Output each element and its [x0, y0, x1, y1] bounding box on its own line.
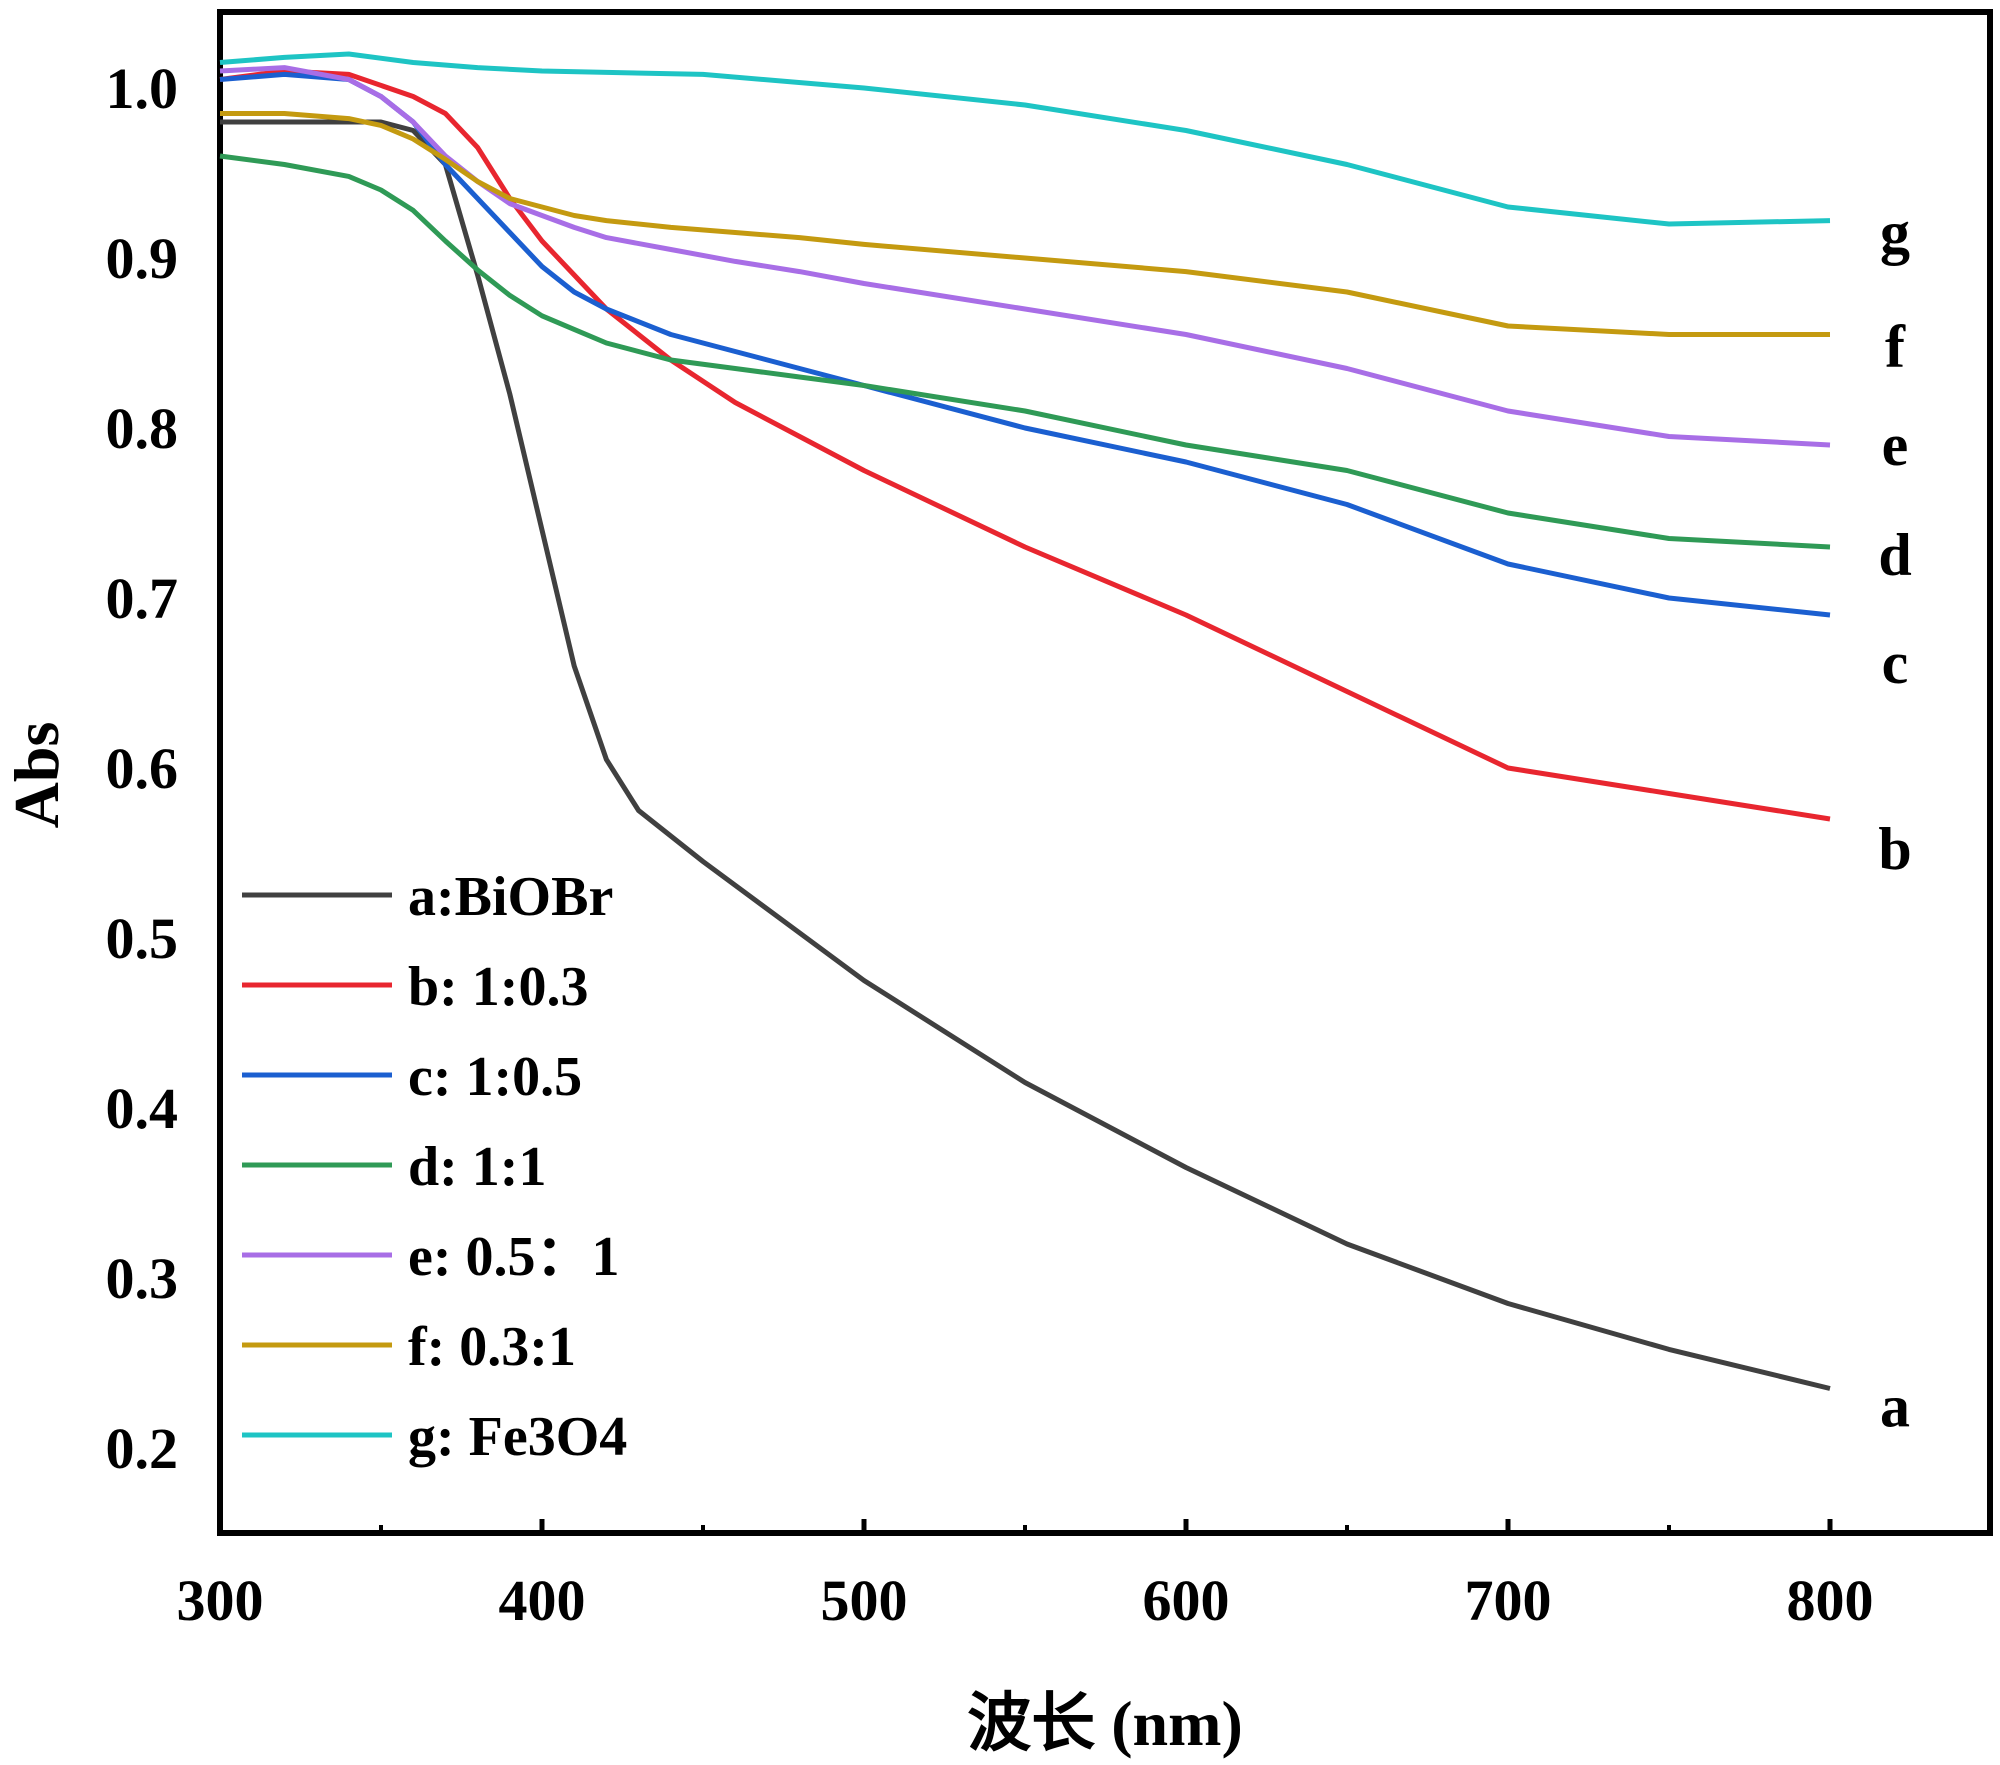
legend-label-g: g: Fe3O4 [408, 1406, 627, 1468]
series-line-e [219, 65, 1831, 448]
series-line-c [219, 71, 1831, 618]
x-tick-label: 500 [821, 1568, 908, 1633]
series-end-label-g: g [1880, 200, 1910, 266]
legend-label-f: f: 0.3:1 [408, 1316, 576, 1378]
y-tick-label: 0.7 [106, 566, 179, 631]
plot-frame [217, 9, 1993, 1536]
series-end-label-b: b [1878, 816, 1911, 882]
series-end-label-c: c [1882, 630, 1909, 696]
series-end-label-a: a [1880, 1374, 1910, 1440]
series-line-g [219, 51, 1831, 227]
legend-label-d: d: 1:1 [408, 1136, 546, 1198]
y-tick-label: 0.8 [106, 396, 179, 461]
series-lines [219, 51, 1831, 1391]
x-axis-title: 波长 (nm) [967, 1688, 1243, 1759]
y-tick-label: 0.2 [106, 1416, 179, 1481]
y-tick-label: 0.3 [106, 1246, 179, 1311]
legend-label-a: a:BiOBr [408, 866, 613, 928]
x-tick-label: 700 [1465, 1568, 1552, 1633]
x-tick-label: 600 [1143, 1568, 1230, 1633]
series-line-b [219, 68, 1831, 822]
series-line-d [219, 153, 1831, 550]
x-tick-label: 400 [499, 1568, 586, 1633]
y-tick-label: 0.6 [106, 736, 179, 801]
series-end-label-e: e [1882, 412, 1909, 478]
series-end-label-f: f [1885, 314, 1906, 380]
series-line-f [220, 111, 1830, 337]
legend-label-b: b: 1:0.3 [408, 956, 588, 1018]
series-end-label-d: d [1878, 522, 1911, 588]
y-axis-title: Abs [1, 722, 72, 829]
y-tick-label: 1.0 [106, 56, 179, 121]
legend-label-c: c: 1:0.5 [408, 1046, 582, 1108]
y-tick-label: 0.9 [106, 226, 179, 291]
x-tick-label: 800 [1787, 1568, 1874, 1633]
y-tick-label: 0.5 [106, 906, 179, 971]
series-line-a [220, 119, 1831, 1391]
y-axis-ticks: 0.2 0.3 0.4 0.5 0.6 0.7 0.8 0.9 1.0 [106, 56, 179, 1481]
x-axis-ticks: 300 400 500 600 700 800 [177, 1519, 1874, 1633]
legend: a:BiOBr b: 1:0.3 c: 1:0.5 d: 1:1 e: 0.5：1 f: … [242, 866, 627, 1468]
legend-label-e: e: 0.5：1 [408, 1226, 620, 1288]
y-tick-label: 0.4 [106, 1076, 179, 1141]
x-tick-label: 300 [177, 1568, 264, 1633]
plot-border [217, 9, 1993, 1536]
